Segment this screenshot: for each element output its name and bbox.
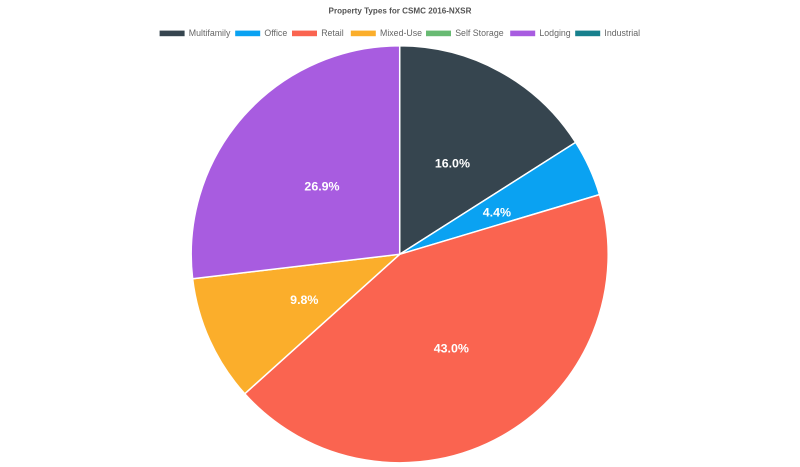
svg-text:9.8%: 9.8% bbox=[290, 293, 318, 307]
svg-text:Retail: Retail bbox=[321, 28, 344, 38]
svg-text:26.9%: 26.9% bbox=[304, 180, 339, 194]
svg-text:Self Storage: Self Storage bbox=[455, 28, 504, 38]
svg-text:16.0%: 16.0% bbox=[435, 157, 470, 171]
svg-text:4.4%: 4.4% bbox=[483, 205, 511, 219]
svg-text:Property Types for CSMC 2016-N: Property Types for CSMC 2016-NXSR bbox=[329, 6, 472, 15]
svg-text:Multifamily: Multifamily bbox=[189, 28, 231, 38]
svg-text:43.0%: 43.0% bbox=[434, 341, 469, 355]
svg-text:Industrial: Industrial bbox=[604, 28, 640, 38]
svg-text:Office: Office bbox=[264, 28, 287, 38]
svg-text:Lodging: Lodging bbox=[539, 28, 570, 38]
svg-text:Mixed-Use: Mixed-Use bbox=[380, 28, 422, 38]
